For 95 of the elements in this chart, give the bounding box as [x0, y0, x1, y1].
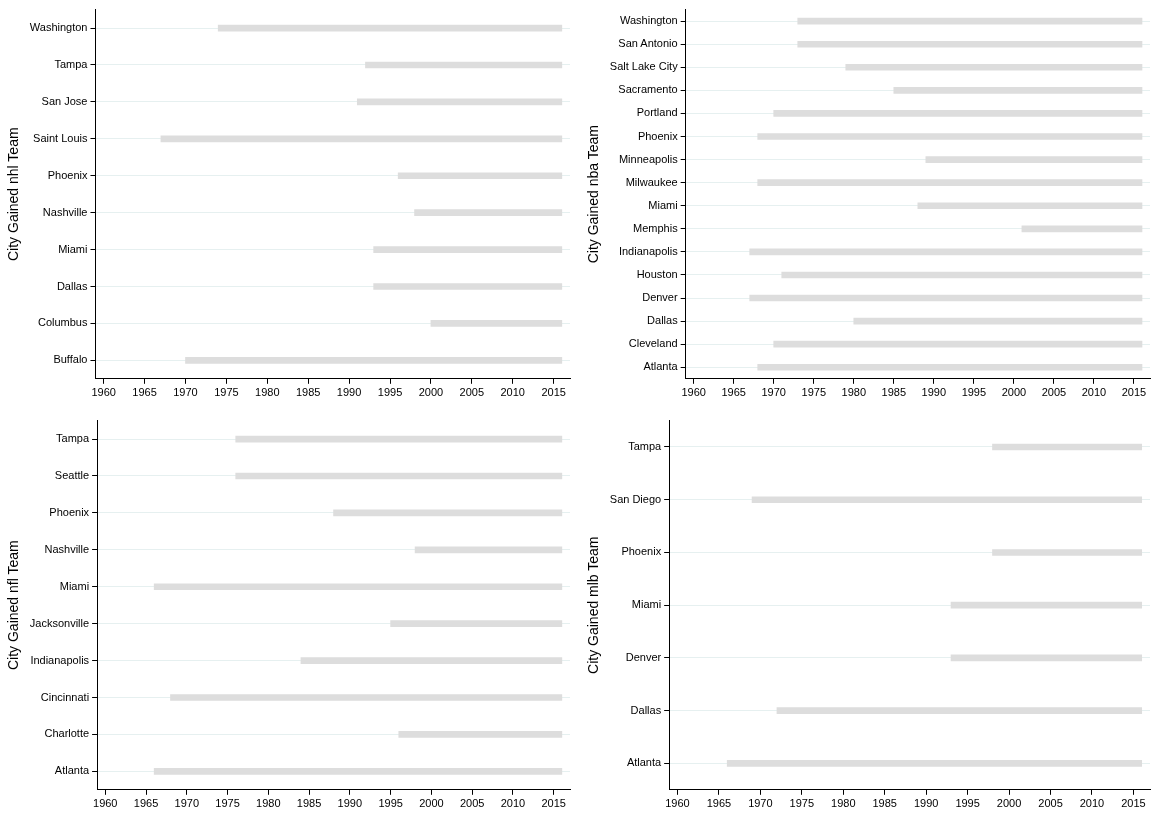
- y-tick-label: Dallas: [630, 703, 662, 716]
- x-tick-label: 2015: [541, 797, 566, 810]
- x-tick-label: 1990: [337, 797, 363, 810]
- x-tick-label: 2010: [500, 797, 526, 810]
- y-tick-label: Atlanta: [626, 756, 663, 769]
- x-tick-label: 1990: [921, 386, 947, 399]
- x-tick-label: 1985: [881, 386, 907, 399]
- y-tick-label: Phoenix: [621, 545, 662, 558]
- y-tick-label: Miami: [631, 598, 662, 611]
- y-tick-label: San Antonio: [618, 37, 678, 50]
- y-tick-label: Milwaukee: [625, 175, 678, 188]
- y-tick-label: Dallas: [647, 314, 679, 327]
- x-tick-label: 2010: [1081, 386, 1107, 399]
- y-tick-label: Nashville: [44, 542, 90, 555]
- y-tick-label: Atlanta: [54, 764, 90, 777]
- x-tick-label: 2005: [459, 797, 485, 810]
- y-tick-label: Miami: [648, 198, 678, 211]
- x-tick-label: 1965: [133, 797, 159, 810]
- y-axis-title: City Gained mlb Team: [585, 536, 602, 674]
- x-tick-label: 2005: [459, 386, 485, 399]
- x-tick-label: 1995: [377, 386, 403, 399]
- y-tick-label: Jacksonville: [29, 616, 90, 629]
- y-tick-label: Tampa: [628, 440, 663, 452]
- x-tick-label: 1985: [296, 797, 322, 810]
- x-tick-label: 1960: [93, 797, 118, 810]
- y-tick-label: San Diego: [609, 492, 662, 505]
- x-tick-label: 1980: [255, 386, 280, 399]
- x-tick-label: 1960: [91, 386, 116, 399]
- x-tick-label: 2015: [541, 386, 566, 399]
- y-tick-label: Phoenix: [47, 168, 88, 181]
- y-tick-label: Washington: [29, 21, 88, 34]
- x-tick-label: 1990: [913, 797, 939, 810]
- y-tick-label: Miami: [58, 242, 88, 255]
- y-tick-label: Cleveland: [628, 337, 678, 350]
- x-tick-label: 1970: [174, 797, 200, 810]
- y-tick-label: Houston: [636, 267, 678, 280]
- x-tick-label: 2005: [1041, 386, 1067, 399]
- y-tick-label: Atlanta: [643, 360, 679, 373]
- y-tick-label: Tampa: [56, 432, 90, 445]
- y-axis-title: City Gained nba Team: [585, 125, 602, 264]
- x-tick-label: 1990: [336, 386, 362, 399]
- x-tick-label: 1985: [295, 386, 321, 399]
- x-tick-label: 1995: [961, 386, 987, 399]
- y-tick-label: Memphis: [633, 221, 679, 234]
- x-tick-label: 2000: [1001, 386, 1027, 399]
- x-tick-label: 2010: [500, 386, 525, 399]
- y-tick-label: Tampa: [54, 58, 89, 71]
- y-tick-label: Denver: [625, 650, 662, 663]
- y-tick-label: Miami: [59, 579, 90, 592]
- y-tick-label: Phoenix: [49, 505, 90, 518]
- x-tick-label: 1975: [215, 797, 240, 810]
- y-tick-label: Saint Louis: [33, 131, 88, 144]
- x-tick-label: 1980: [841, 386, 867, 399]
- y-tick-label: Minneapolis: [618, 152, 679, 165]
- x-tick-label: 1995: [955, 797, 980, 810]
- y-tick-label: Dallas: [56, 279, 88, 292]
- y-tick-label: Washington: [619, 14, 678, 27]
- x-tick-label: 1965: [706, 797, 732, 810]
- x-tick-label: 2010: [1079, 797, 1105, 810]
- y-axis-title: City Gained nhl Team: [5, 127, 22, 261]
- x-tick-label: 1965: [721, 386, 746, 399]
- y-tick-label: Nashville: [42, 205, 88, 218]
- x-tick-label: 1985: [872, 797, 897, 810]
- y-tick-label: Buffalo: [53, 353, 88, 366]
- x-tick-label: 1965: [132, 386, 157, 399]
- x-tick-label: 2005: [1038, 797, 1063, 810]
- x-tick-label: 1980: [256, 797, 281, 810]
- y-tick-label: San Jose: [41, 94, 88, 107]
- y-tick-label: Seattle: [54, 469, 90, 482]
- y-tick-label: Sacramento: [618, 83, 678, 96]
- x-tick-label: 1970: [173, 386, 198, 399]
- y-tick-label: Columbus: [37, 316, 88, 329]
- x-tick-label: 1980: [831, 797, 856, 810]
- x-tick-label: 1975: [801, 386, 826, 399]
- y-tick-label: Cincinnati: [40, 690, 90, 703]
- x-tick-label: 1995: [378, 797, 403, 810]
- x-tick-label: 2015: [1121, 797, 1146, 810]
- x-tick-label: 1975: [789, 797, 815, 810]
- y-tick-label: Phoenix: [637, 129, 679, 142]
- x-tick-label: 2000: [418, 386, 444, 399]
- y-axis-title: City Gained nfl Team: [5, 540, 22, 671]
- y-tick-label: Charlotte: [44, 727, 90, 740]
- x-tick-label: 2015: [1121, 386, 1147, 399]
- y-tick-label: Salt Lake City: [609, 60, 679, 73]
- y-tick-label: Denver: [642, 291, 678, 304]
- x-tick-label: 1960: [681, 386, 706, 399]
- x-tick-label: 1975: [214, 386, 239, 399]
- x-tick-label: 1970: [748, 797, 773, 810]
- y-tick-label: Indianapolis: [30, 653, 90, 666]
- x-tick-label: 2000: [419, 797, 444, 810]
- y-tick-label: Indianapolis: [618, 244, 679, 257]
- x-tick-label: 1970: [761, 386, 786, 399]
- x-tick-label: 2000: [996, 797, 1022, 810]
- x-tick-label: 1960: [665, 797, 690, 810]
- y-tick-label: Portland: [636, 106, 678, 119]
